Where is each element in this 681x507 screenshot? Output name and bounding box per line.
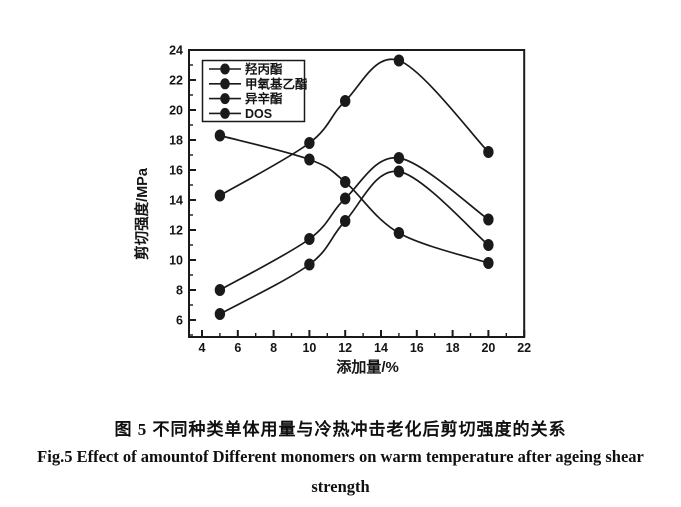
data-point-marker — [214, 308, 226, 320]
series-2 — [214, 152, 494, 296]
y-axis: 6 8 10 12 14 16 18 20 22 24 剪切强度/MPa — [133, 44, 196, 336]
y-tick-label: 16 — [169, 164, 183, 178]
data-point-marker — [214, 189, 226, 202]
legend-label: 甲氧基乙酯 — [245, 76, 308, 91]
legend-marker — [220, 63, 230, 75]
data-point-marker — [340, 192, 351, 205]
data-point-marker — [483, 146, 494, 158]
series-line — [219, 170, 489, 315]
legend-label: 羟丙酯 — [245, 62, 283, 77]
y-axis-title: 剪切强度/MPa — [133, 167, 151, 260]
series-line — [219, 134, 489, 264]
x-tick-label: 14 — [374, 341, 388, 355]
x-axis: 4 6 8 10 12 14 16 18 20 22 添加量/% — [199, 330, 531, 376]
data-point-marker — [214, 284, 226, 296]
x-tick-label: 10 — [302, 341, 316, 355]
data-point-marker — [483, 239, 494, 251]
data-point-marker — [393, 227, 405, 239]
data-point-marker — [214, 129, 226, 142]
y-tick-label: 14 — [169, 194, 183, 208]
y-tick-label: 18 — [169, 134, 183, 148]
figure-caption-en: Fig.5 Effect of amountof Different monom… — [37, 447, 644, 466]
data-point-marker — [340, 215, 351, 227]
y-tick-label: 20 — [169, 104, 183, 118]
figure-caption-en-strength: strength — [311, 477, 370, 496]
series-1 — [214, 129, 494, 269]
x-axis-title: 添加量/% — [336, 358, 399, 376]
legend-marker — [220, 107, 230, 119]
y-tick-label: 12 — [169, 224, 183, 238]
figure-caption-zh: 图 5 不同种类单体用量与冷热冲击老化后剪切强度的关系 — [114, 420, 567, 439]
y-tick-label: 10 — [169, 254, 183, 268]
axes-frame — [188, 49, 526, 338]
data-point-marker — [304, 258, 315, 271]
x-tick-label: 8 — [270, 341, 277, 355]
x-tick-label: 12 — [338, 341, 352, 355]
y-tick-label: 22 — [169, 74, 183, 88]
x-tick-label: 4 — [199, 341, 206, 355]
y-tick-label: 6 — [176, 314, 183, 328]
data-point-marker — [304, 153, 315, 166]
x-tick-label: 16 — [410, 341, 424, 355]
legend-label: DOS — [245, 107, 272, 121]
data-point-marker — [483, 213, 494, 226]
series-0 — [214, 54, 494, 202]
data-point-marker — [393, 54, 405, 67]
legend-label: 异辛酯 — [245, 91, 283, 106]
legend-marker — [220, 78, 230, 90]
line-chart: 4 6 8 10 12 14 16 18 20 22 添加量/% 6 8 10 12 14 16 18 20 22 24… — [133, 44, 531, 377]
series-3 — [214, 165, 494, 320]
data-point-marker — [393, 165, 405, 178]
plot-border — [188, 49, 526, 338]
y-tick-label: 8 — [176, 284, 183, 298]
data-point-marker — [483, 257, 494, 269]
series-line — [219, 157, 489, 291]
x-tick-label: 20 — [481, 341, 495, 355]
x-tick-label: 18 — [446, 341, 460, 355]
data-point-marker — [304, 233, 315, 245]
data-point-marker — [340, 95, 351, 107]
data-point-marker — [393, 152, 405, 164]
legend-box — [201, 59, 306, 123]
data-point-marker — [340, 176, 351, 188]
x-tick-label: 6 — [234, 341, 241, 355]
y-tick-label: 24 — [169, 44, 183, 58]
x-tick-label: 22 — [517, 341, 531, 355]
legend-marker — [220, 93, 230, 105]
data-point-marker — [304, 137, 315, 149]
